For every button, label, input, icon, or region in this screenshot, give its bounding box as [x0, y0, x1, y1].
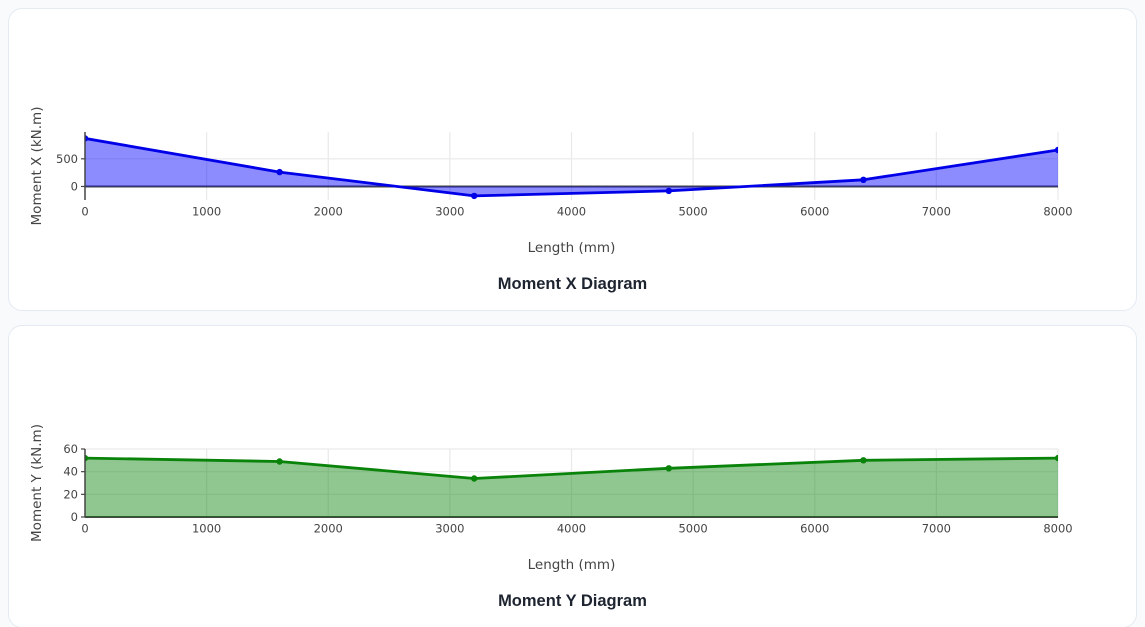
- y-tick-label: 40: [63, 465, 78, 479]
- x-tick-label: 1000: [192, 205, 221, 219]
- y-tick-label: 500: [56, 152, 78, 166]
- data-point-marker[interactable]: [276, 168, 283, 176]
- data-point-marker[interactable]: [1054, 146, 1061, 154]
- x-axis-title: Length (mm): [528, 557, 616, 573]
- y-tick-label: 0: [71, 179, 78, 193]
- chart-canvas: 0 20 40 60 0 1000 2000 3000 4000 5000 6000 7000 8000…: [29, 424, 1073, 573]
- data-point-marker[interactable]: [860, 457, 867, 464]
- x-tick-label: 3000: [435, 522, 464, 536]
- x-tick-label: 0: [81, 205, 88, 219]
- data-point-marker[interactable]: [471, 192, 478, 200]
- y-axis-title: Moment Y (kN.m): [29, 424, 45, 542]
- data-point-marker[interactable]: [82, 135, 89, 142]
- series-trace: [82, 454, 1061, 517]
- series-line: [85, 456, 1058, 480]
- data-point-marker[interactable]: [82, 454, 89, 462]
- moment-y-chart[interactable]: 0 20 40 60 0 1000 2000 3000 4000 5000 6000 7000 8000…: [9, 326, 1136, 578]
- y-tick-label: 0: [71, 510, 78, 524]
- x-tick-labels: 0 1000 2000 3000 4000 5000 6000 7000 8000: [81, 205, 1072, 219]
- x-tick-label: 2000: [314, 205, 343, 219]
- y-tick-labels: 0 500: [56, 152, 85, 193]
- x-tick-labels: 0 1000 2000 3000 4000 5000 6000 7000 8000: [81, 522, 1072, 536]
- x-tick-label: 0: [81, 522, 88, 536]
- series-line: [85, 137, 1058, 198]
- moment-x-card: 0 500 0 1000 2000 3000 4000 5000 6000 7000 8000 Len…: [8, 8, 1137, 311]
- x-tick-label: 1000: [192, 522, 221, 536]
- moment-y-card: 0 20 40 60 0 1000 2000 3000 4000 5000 6000 7000 8000…: [8, 325, 1137, 627]
- x-tick-label: 3000: [435, 205, 464, 219]
- x-tick-label: 5000: [678, 522, 707, 536]
- area-fill: [85, 458, 1058, 517]
- x-axis-title: Length (mm): [528, 240, 616, 256]
- y-tick-label: 20: [63, 487, 78, 501]
- data-point-marker[interactable]: [471, 475, 478, 482]
- x-tick-label: 6000: [800, 522, 829, 536]
- data-point-marker[interactable]: [665, 187, 672, 195]
- x-tick-label: 6000: [800, 205, 829, 219]
- moment-x-chart[interactable]: 0 500 0 1000 2000 3000 4000 5000 6000 7000 8000 Len…: [9, 9, 1136, 261]
- area-fill: [85, 138, 1058, 196]
- gridlines: [85, 132, 1059, 200]
- y-tick-labels: 0 20 40 60: [63, 442, 85, 524]
- x-tick-label: 5000: [678, 205, 707, 219]
- data-point-marker[interactable]: [276, 458, 283, 465]
- x-tick-label: 7000: [922, 522, 951, 536]
- x-tick-label: 4000: [557, 205, 586, 219]
- y-axis-title: Moment X (kN.m): [29, 107, 45, 226]
- series-trace: [82, 135, 1061, 200]
- x-tick-label: 8000: [1043, 522, 1072, 536]
- moment-y-caption: Moment Y Diagram: [498, 592, 647, 610]
- data-point-marker[interactable]: [1054, 454, 1061, 462]
- data-point-marker[interactable]: [665, 465, 672, 472]
- x-tick-label: 8000: [1043, 205, 1072, 219]
- moment-x-caption: Moment X Diagram: [497, 275, 648, 293]
- data-point-marker[interactable]: [860, 176, 867, 183]
- y-tick-label: 60: [63, 442, 78, 456]
- x-tick-label: 4000: [557, 522, 586, 536]
- x-tick-label: 2000: [314, 522, 343, 536]
- x-tick-label: 7000: [922, 205, 951, 219]
